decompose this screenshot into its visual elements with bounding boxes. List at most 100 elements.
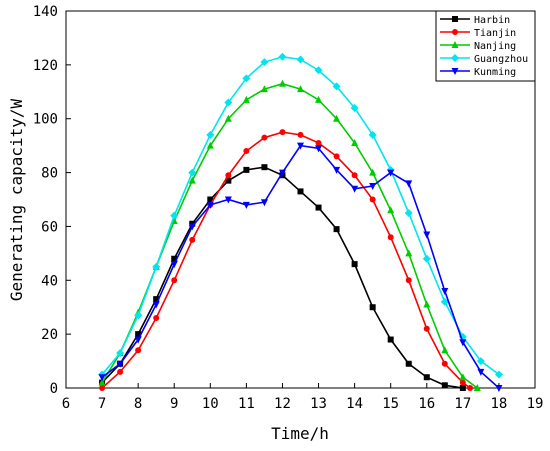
data-point-kunming bbox=[423, 231, 431, 239]
data-point-nanjing bbox=[369, 168, 377, 176]
x-tick-label: 7 bbox=[98, 396, 106, 412]
data-point-nanjing bbox=[473, 384, 481, 391]
data-point-kunming bbox=[188, 223, 196, 231]
data-point-tianjin bbox=[423, 325, 430, 332]
data-point-nanjing bbox=[242, 95, 250, 103]
legend-marker-nanjing bbox=[451, 41, 459, 48]
data-point-kunming bbox=[242, 201, 250, 209]
data-point-kunming bbox=[387, 169, 395, 177]
data-point-tianjin bbox=[467, 385, 474, 391]
data-point-tianjin bbox=[189, 236, 196, 243]
y-tick-label: 60 bbox=[41, 219, 58, 235]
y-tick-label: 100 bbox=[33, 112, 58, 128]
legend: Harbin Tianjin Nanjing Guangzhou Kunming bbox=[435, 10, 536, 82]
y-tick-label: 0 bbox=[50, 381, 58, 397]
data-point-guangzhou bbox=[440, 297, 449, 306]
data-point-tianjin bbox=[135, 347, 142, 354]
data-point-kunming bbox=[369, 183, 377, 191]
data-point-nanjing bbox=[459, 373, 467, 381]
x-tick-label: 17 bbox=[454, 396, 471, 412]
data-point-harbin bbox=[225, 177, 232, 184]
data-point-guangzhou bbox=[242, 74, 251, 83]
data-point-nanjing bbox=[315, 95, 323, 103]
data-point-tianjin bbox=[315, 139, 322, 146]
y-tick-label: 120 bbox=[33, 58, 58, 74]
data-point-harbin bbox=[207, 196, 214, 203]
data-point-guangzhou bbox=[134, 311, 143, 320]
data-point-tianjin bbox=[117, 368, 124, 375]
data-point-kunming bbox=[333, 166, 341, 174]
data-point-kunming bbox=[351, 185, 359, 193]
data-point-harbin bbox=[405, 360, 412, 367]
data-point-kunming bbox=[405, 180, 413, 188]
data-point-tianjin bbox=[153, 314, 160, 321]
x-tick-label: 19 bbox=[527, 396, 544, 412]
data-point-guangzhou bbox=[224, 98, 233, 107]
data-point-tianjin bbox=[261, 134, 268, 141]
x-tick-label: 11 bbox=[238, 396, 255, 412]
data-point-guangzhou bbox=[188, 168, 197, 177]
x-tick-label: 9 bbox=[170, 396, 178, 412]
data-point-nanjing bbox=[278, 79, 286, 87]
x-tick-label: 6 bbox=[62, 396, 70, 412]
data-point-harbin bbox=[387, 336, 394, 343]
data-point-guangzhou bbox=[260, 58, 269, 67]
data-point-guangzhou bbox=[494, 370, 503, 379]
data-point-guangzhou bbox=[422, 254, 431, 263]
data-point-kunming bbox=[297, 142, 304, 150]
x-axis: 6 7 8 9 10 11 12 13 14 15 16 17 18 19 bbox=[62, 383, 544, 412]
data-point-kunming bbox=[459, 339, 467, 347]
data-point-harbin bbox=[369, 304, 376, 311]
data-point-kunming bbox=[495, 385, 503, 392]
legend-marker-guangzhou bbox=[451, 54, 459, 62]
data-point-guangzhou bbox=[332, 82, 341, 91]
data-point-harbin bbox=[441, 382, 448, 389]
y-axis-title: Generating capacity/W bbox=[7, 98, 26, 301]
x-tick-label: 15 bbox=[382, 396, 399, 412]
legend-marker-tianjin bbox=[452, 29, 458, 35]
data-point-kunming bbox=[206, 201, 214, 209]
data-point-kunming bbox=[477, 368, 485, 376]
data-point-nanjing bbox=[297, 85, 304, 93]
data-point-nanjing bbox=[260, 85, 268, 93]
y-tick-label: 20 bbox=[41, 327, 58, 343]
series-guangzhou bbox=[98, 52, 503, 379]
y-tick-label: 80 bbox=[41, 166, 58, 182]
legend-label-tianjin: Tianjin bbox=[474, 28, 516, 39]
data-point-kunming bbox=[170, 261, 178, 269]
series-line-tianjin bbox=[101, 131, 471, 389]
data-point-tianjin bbox=[405, 277, 412, 284]
data-point-kunming bbox=[152, 301, 160, 309]
data-point-harbin bbox=[315, 204, 322, 211]
data-point-nanjing bbox=[333, 114, 341, 122]
data-point-nanjing bbox=[405, 249, 413, 257]
series-kunming bbox=[98, 142, 503, 392]
data-point-guangzhou bbox=[296, 55, 305, 64]
data-point-harbin bbox=[351, 261, 358, 268]
data-point-kunming bbox=[441, 288, 449, 296]
data-point-kunming bbox=[260, 199, 268, 207]
data-point-tianjin bbox=[441, 360, 448, 367]
legend-label-kunming: Kunming bbox=[474, 67, 516, 78]
data-point-harbin bbox=[459, 385, 466, 391]
data-point-kunming bbox=[278, 169, 286, 177]
data-point-tianjin bbox=[333, 153, 340, 160]
data-point-harbin bbox=[135, 331, 142, 338]
data-point-nanjing bbox=[98, 378, 106, 386]
legend-label-harbin: Harbin bbox=[474, 15, 510, 26]
data-point-harbin bbox=[153, 296, 160, 303]
x-tick-label: 13 bbox=[310, 396, 327, 412]
x-tick-label: 8 bbox=[134, 396, 142, 412]
data-point-nanjing bbox=[206, 141, 214, 149]
data-point-guangzhou bbox=[170, 211, 179, 220]
data-point-kunming bbox=[224, 196, 232, 204]
data-point-kunming bbox=[315, 145, 323, 153]
data-point-nanjing bbox=[387, 206, 395, 214]
x-tick-label: 10 bbox=[202, 396, 219, 412]
data-point-guangzhou bbox=[206, 130, 215, 139]
y-tick-label: 40 bbox=[41, 273, 58, 289]
x-tick-label: 18 bbox=[490, 396, 507, 412]
x-tick-label: 16 bbox=[418, 396, 435, 412]
data-point-guangzhou bbox=[476, 357, 485, 366]
